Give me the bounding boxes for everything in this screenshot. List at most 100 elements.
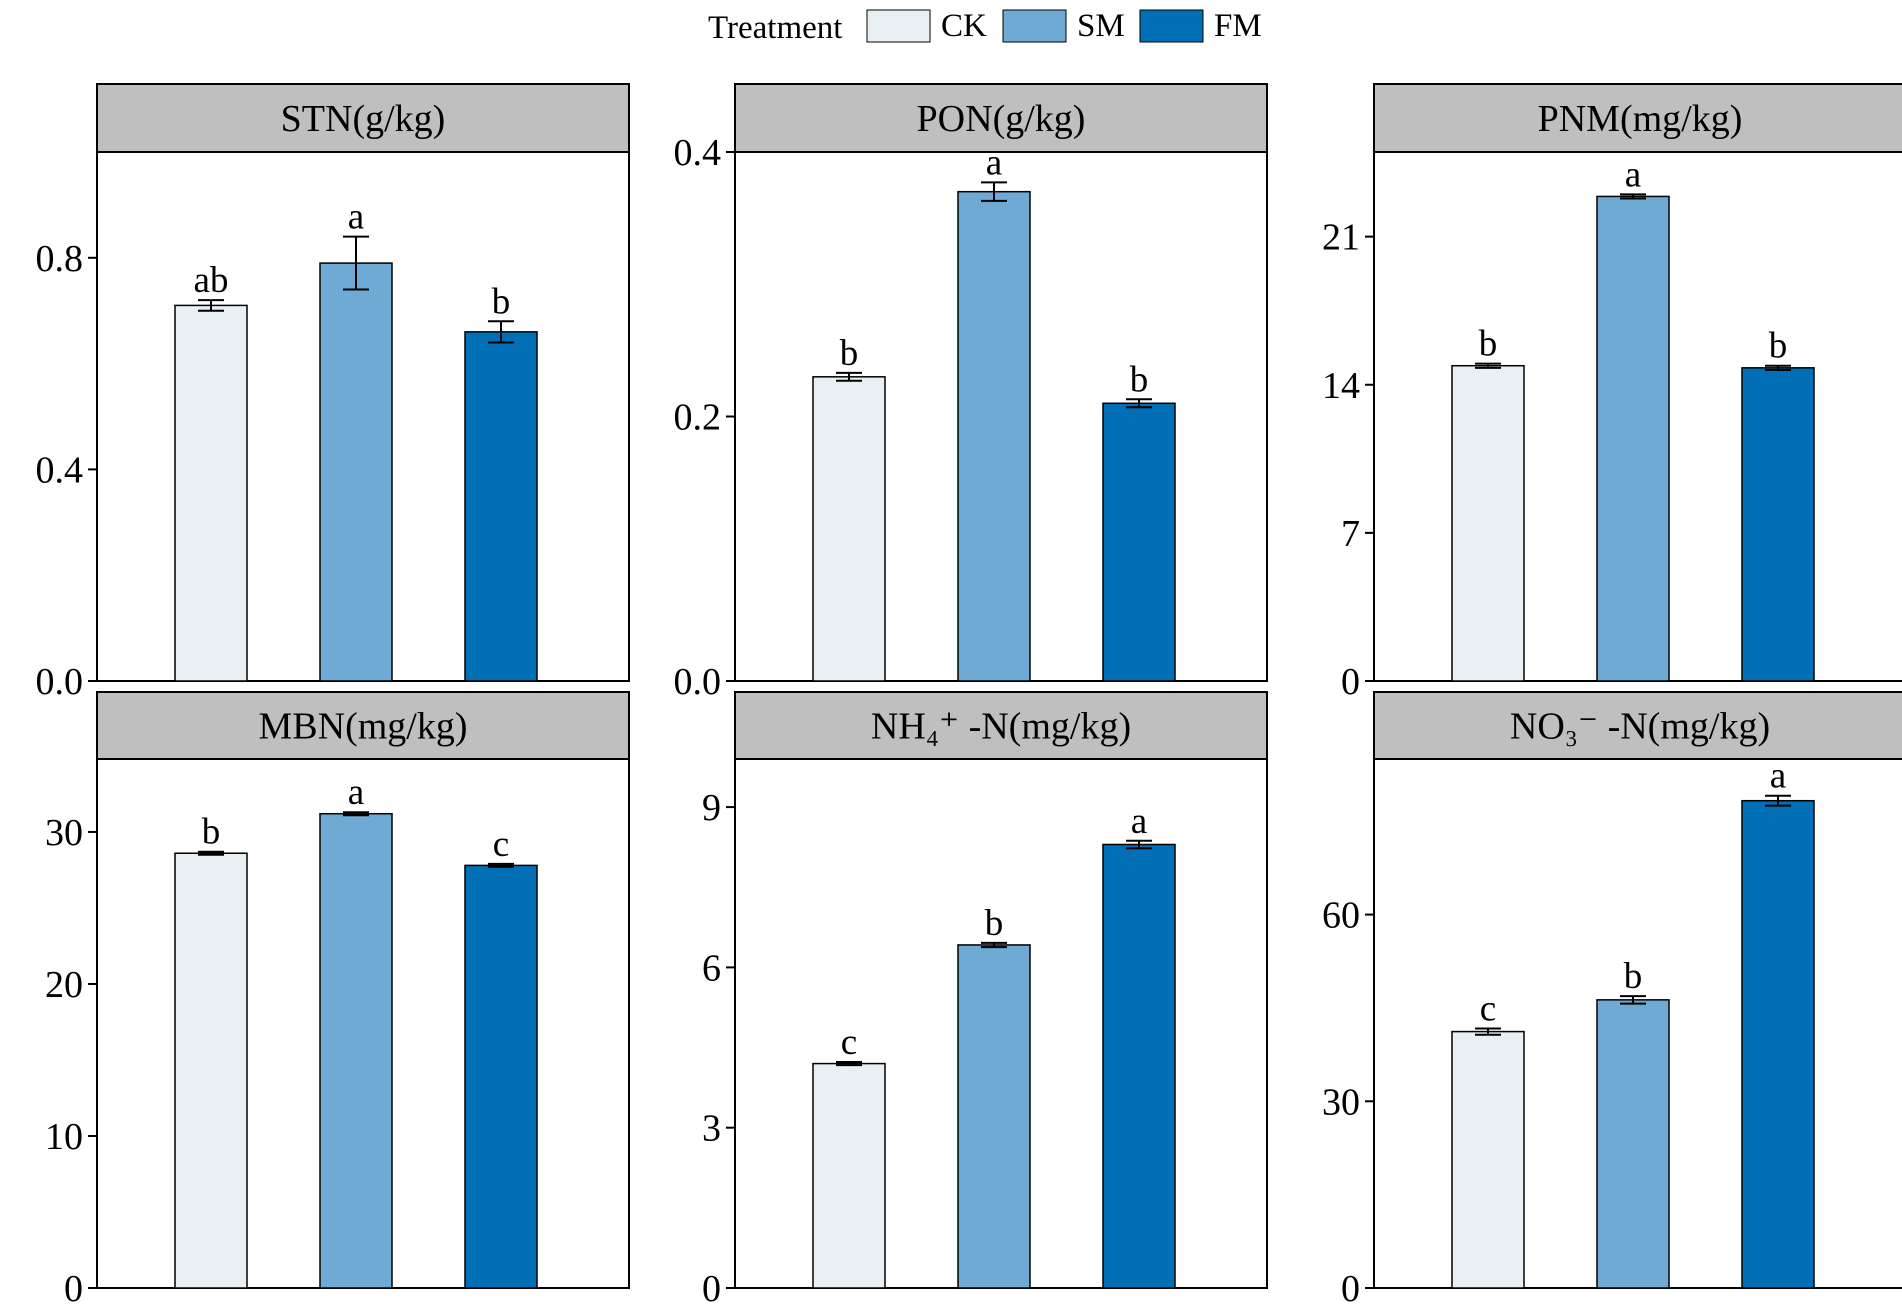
panel-title: MBN(mg/kg) bbox=[259, 706, 468, 748]
y-tick-label: 20 bbox=[45, 964, 83, 1006]
significance-label-ck: b bbox=[202, 812, 221, 853]
significance-label-fm: b bbox=[492, 281, 511, 322]
bar-fm bbox=[464, 864, 538, 1289]
panel-strip bbox=[96, 83, 630, 153]
bar-ck bbox=[174, 304, 248, 682]
y-tick-label: 7 bbox=[1341, 513, 1360, 555]
bar-ck bbox=[1451, 364, 1525, 682]
panel-pnm-mg-kg: PNM(mg/kg) 0 7 14 21 b a b bbox=[1322, 83, 1902, 703]
error-bar-sm bbox=[981, 941, 1007, 949]
bar-ck bbox=[812, 376, 886, 682]
error-bar-fm bbox=[1765, 364, 1791, 371]
error-bar-sm bbox=[981, 181, 1007, 202]
error-bar-ck bbox=[836, 1060, 862, 1067]
bar-sm bbox=[319, 262, 393, 682]
bar-sm bbox=[1596, 999, 1670, 1289]
error-bar-ck bbox=[1475, 362, 1501, 369]
y-tick-label: 0.0 bbox=[674, 661, 722, 703]
error-bar-fm bbox=[1765, 794, 1791, 807]
legend-swatch-fm bbox=[1139, 9, 1204, 43]
y-tick-label: 30 bbox=[45, 812, 83, 854]
y-tick-label: 0 bbox=[64, 1268, 83, 1310]
panel-strip bbox=[1373, 83, 1902, 153]
significance-label-sm: b bbox=[1624, 956, 1643, 997]
significance-label-sm: a bbox=[348, 772, 364, 813]
legend: Treatment CK SM FM bbox=[708, 8, 1262, 46]
bar-fm bbox=[464, 331, 538, 682]
y-tick-label: 0 bbox=[702, 1268, 721, 1310]
y-tick-label: 21 bbox=[1322, 217, 1360, 259]
significance-label-sm: a bbox=[986, 142, 1002, 183]
panel-title: PON(g/kg) bbox=[917, 98, 1086, 140]
significance-label-sm: b bbox=[985, 903, 1004, 944]
error-bar-ck bbox=[198, 850, 224, 856]
y-tick-label: 0.0 bbox=[36, 661, 84, 703]
significance-label-fm: a bbox=[1770, 756, 1786, 797]
error-bar-fm bbox=[1126, 839, 1152, 850]
error-bar-ck bbox=[198, 299, 224, 312]
significance-label-ck: b bbox=[840, 333, 859, 374]
error-bar-ck bbox=[1475, 1027, 1501, 1036]
significance-label-ck: ab bbox=[194, 260, 229, 301]
bar-fm bbox=[1741, 367, 1815, 682]
bar-sm bbox=[957, 190, 1031, 682]
panel-title: NO₃⁻ -N(mg/kg) bbox=[1510, 706, 1770, 748]
bar-fm bbox=[1102, 402, 1176, 682]
bar-sm bbox=[1596, 195, 1670, 682]
error-bar-sm bbox=[343, 235, 369, 291]
significance-label-fm: c bbox=[493, 824, 509, 865]
panel-no-n-mg-kg: NO₃⁻ -N(mg/kg) 0 30 60 c b a bbox=[1322, 691, 1902, 1310]
significance-label-fm: a bbox=[1131, 801, 1147, 842]
y-tick-label: 10 bbox=[45, 1116, 83, 1158]
error-bar-sm bbox=[343, 811, 369, 817]
legend-swatch-ck bbox=[866, 9, 931, 43]
panel-mbn-mg-kg: MBN(mg/kg) 0 10 20 30 b a c bbox=[45, 691, 630, 1310]
y-tick-label: 30 bbox=[1322, 1081, 1360, 1123]
legend-label-fm: FM bbox=[1214, 8, 1262, 44]
panels: STN(g/kg)0.00.40.8ababPON(g/kg)0.00.20.4… bbox=[36, 83, 1902, 1310]
significance-label-sm: a bbox=[1625, 154, 1641, 195]
bar-ck bbox=[812, 1062, 886, 1289]
legend-label-sm: SM bbox=[1077, 8, 1125, 44]
bar-sm bbox=[319, 812, 393, 1289]
y-tick-label: 14 bbox=[1322, 365, 1360, 407]
bar-ck bbox=[1451, 1030, 1525, 1289]
bar-ck bbox=[174, 852, 248, 1289]
panel-strip bbox=[96, 691, 630, 760]
significance-label-ck: b bbox=[1479, 324, 1498, 365]
error-bar-fm bbox=[1126, 398, 1152, 409]
significance-label-ck: c bbox=[841, 1022, 857, 1063]
bar-sm bbox=[957, 944, 1031, 1289]
y-tick-label: 0.4 bbox=[674, 132, 722, 174]
significance-label-fm: b bbox=[1130, 359, 1149, 400]
significance-label-sm: a bbox=[348, 197, 364, 238]
panel-title: STN(g/kg) bbox=[281, 98, 446, 140]
error-bar-sm bbox=[1620, 995, 1646, 1005]
panel-strip bbox=[1373, 691, 1902, 760]
y-tick-label: 9 bbox=[702, 787, 721, 829]
y-tick-label: 60 bbox=[1322, 895, 1360, 937]
y-tick-label: 3 bbox=[702, 1108, 721, 1150]
y-tick-label: 0.8 bbox=[36, 238, 84, 280]
y-tick-label: 0 bbox=[1341, 1268, 1360, 1310]
panel-title: PNM(mg/kg) bbox=[1538, 98, 1743, 140]
panel-title: NH₄⁺ -N(mg/kg) bbox=[871, 706, 1131, 748]
error-bar-fm bbox=[488, 320, 514, 344]
panel-strip bbox=[734, 691, 1268, 760]
legend-title: Treatment bbox=[708, 10, 842, 46]
y-tick-label: 0 bbox=[1341, 661, 1360, 703]
significance-label-ck: c bbox=[1480, 988, 1496, 1029]
legend-swatch-sm bbox=[1002, 9, 1067, 43]
panel-pon-g-kg: PON(g/kg) 0.0 0.2 0.4 b a b bbox=[674, 83, 1268, 703]
y-tick-label: 0.2 bbox=[674, 397, 722, 439]
legend-label-ck: CK bbox=[941, 8, 987, 44]
y-tick-label: 0.4 bbox=[36, 449, 84, 491]
significance-label-fm: b bbox=[1769, 326, 1788, 367]
y-tick-label: 6 bbox=[702, 947, 721, 989]
error-bar-fm bbox=[488, 862, 514, 868]
bar-fm bbox=[1102, 843, 1176, 1289]
error-bar-ck bbox=[836, 371, 862, 382]
panel-nh-n-mg-kg: NH₄⁺ -N(mg/kg) 0 3 6 9 c b a bbox=[702, 691, 1268, 1310]
